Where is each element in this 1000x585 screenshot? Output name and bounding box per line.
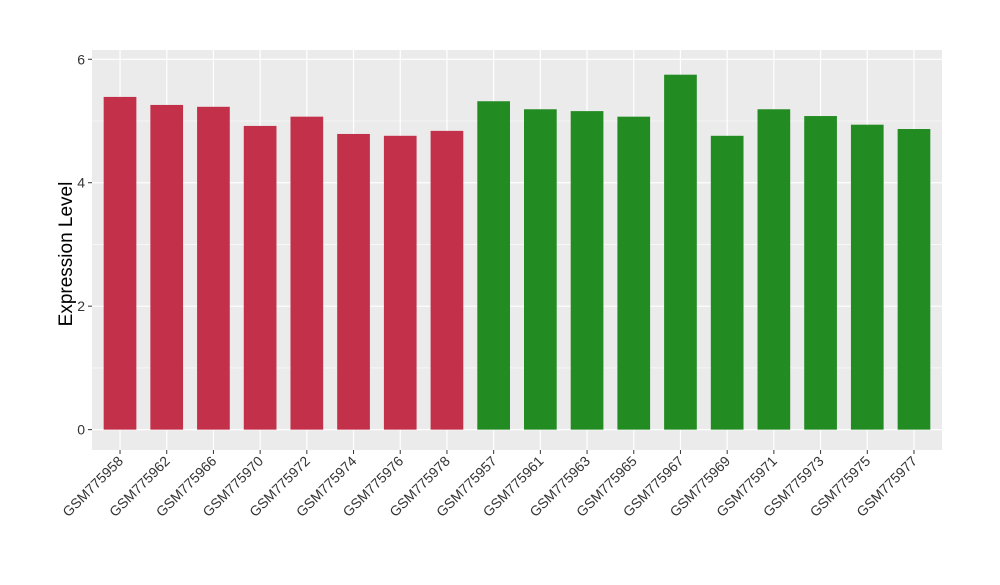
bar-GSM775976 bbox=[383, 135, 417, 430]
x-axis: GSM775958GSM775962GSM775966GSM775970GSM7… bbox=[59, 450, 920, 520]
y-tick-label: 0 bbox=[77, 422, 85, 438]
bar-GSM775963 bbox=[570, 111, 604, 430]
bar-GSM775973 bbox=[804, 116, 837, 430]
bar-GSM775972 bbox=[290, 116, 324, 430]
y-tick-label: 2 bbox=[77, 298, 85, 314]
bar-GSM775966 bbox=[197, 106, 230, 430]
bar-GSM775971 bbox=[757, 109, 791, 430]
bar-GSM775974 bbox=[337, 133, 370, 430]
plot-panel bbox=[92, 50, 942, 450]
bar-GSM775977 bbox=[897, 129, 931, 430]
bar-GSM775958 bbox=[103, 96, 137, 430]
bar-GSM775962 bbox=[150, 104, 184, 430]
bar-GSM775965 bbox=[617, 116, 651, 430]
bar-GSM775970 bbox=[243, 125, 277, 430]
y-axis-label: Expression Level bbox=[56, 182, 77, 327]
bar-GSM775957 bbox=[477, 101, 510, 430]
bar-GSM775975 bbox=[850, 124, 884, 430]
bar-GSM775969 bbox=[710, 135, 744, 430]
bar-GSM775978 bbox=[430, 130, 464, 430]
bar-GSM775961 bbox=[524, 109, 557, 430]
y-tick-label: 4 bbox=[77, 175, 85, 191]
bar-GSM775967 bbox=[664, 74, 697, 430]
y-tick-label: 6 bbox=[77, 51, 85, 67]
y-axis: 0 2 4 6 bbox=[77, 51, 92, 438]
bars bbox=[103, 74, 931, 430]
